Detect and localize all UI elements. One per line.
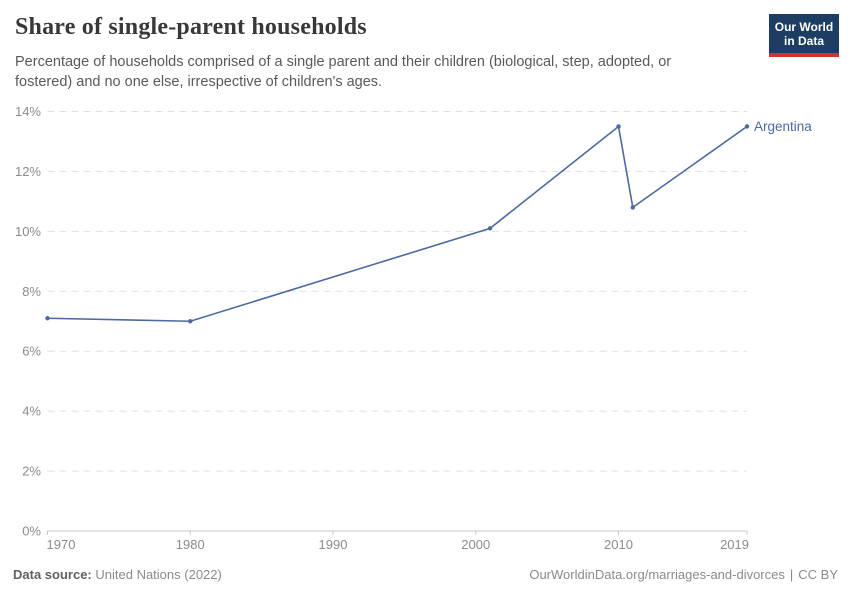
data-point bbox=[616, 124, 621, 129]
x-axis-tick-label: 1980 bbox=[176, 537, 205, 552]
y-axis-tick-label: 10% bbox=[15, 224, 41, 239]
y-axis-tick-label: 4% bbox=[22, 404, 41, 419]
data-point bbox=[487, 226, 493, 231]
chart-subtitle: Percentage of households comprised of a … bbox=[15, 54, 672, 90]
footer-attribution: OurWorldinData.org/marriages-and-divorce… bbox=[529, 567, 838, 582]
y-axis-tick-label: 2% bbox=[22, 464, 41, 479]
y-axis-tick-label: 6% bbox=[22, 344, 41, 359]
data-source-value: United Nations (2022) bbox=[95, 567, 222, 582]
footer-divider: | bbox=[789, 567, 794, 582]
y-axis-tick-label: 12% bbox=[15, 164, 41, 179]
data-point bbox=[45, 316, 50, 321]
y-axis-tick-label: 0% bbox=[22, 524, 41, 539]
y-axis-tick-label: 8% bbox=[22, 284, 41, 299]
data-source-label: Data source: bbox=[13, 567, 92, 582]
x-axis-tick-label: 1970 bbox=[47, 537, 76, 552]
x-axis-tick-label: 2010 bbox=[604, 537, 633, 552]
data-source: Data source: United Nations (2022) bbox=[13, 567, 222, 582]
data-point bbox=[188, 319, 193, 324]
data-point bbox=[630, 205, 635, 210]
owid-logo-line1: Our World bbox=[774, 20, 834, 34]
footer-license[interactable]: CC BY bbox=[798, 567, 838, 582]
x-axis-tick-label: 2000 bbox=[461, 537, 490, 552]
data-point bbox=[744, 124, 750, 129]
owid-logo[interactable]: Our World in Data bbox=[769, 14, 839, 57]
data-line[interactable] bbox=[47, 125, 748, 323]
x-axis-tick-label: 1990 bbox=[319, 537, 348, 552]
x-axis-tick-label: 2019 bbox=[720, 537, 749, 552]
footer-url[interactable]: OurWorldinData.org/marriages-and-divorce… bbox=[529, 567, 785, 582]
owid-logo-line2: in Data bbox=[783, 34, 824, 48]
series-label-argentina[interactable]: Argentina bbox=[754, 119, 812, 134]
page-title: Share of single-parent households bbox=[15, 14, 367, 40]
y-axis-tick-label: 14% bbox=[15, 104, 41, 119]
